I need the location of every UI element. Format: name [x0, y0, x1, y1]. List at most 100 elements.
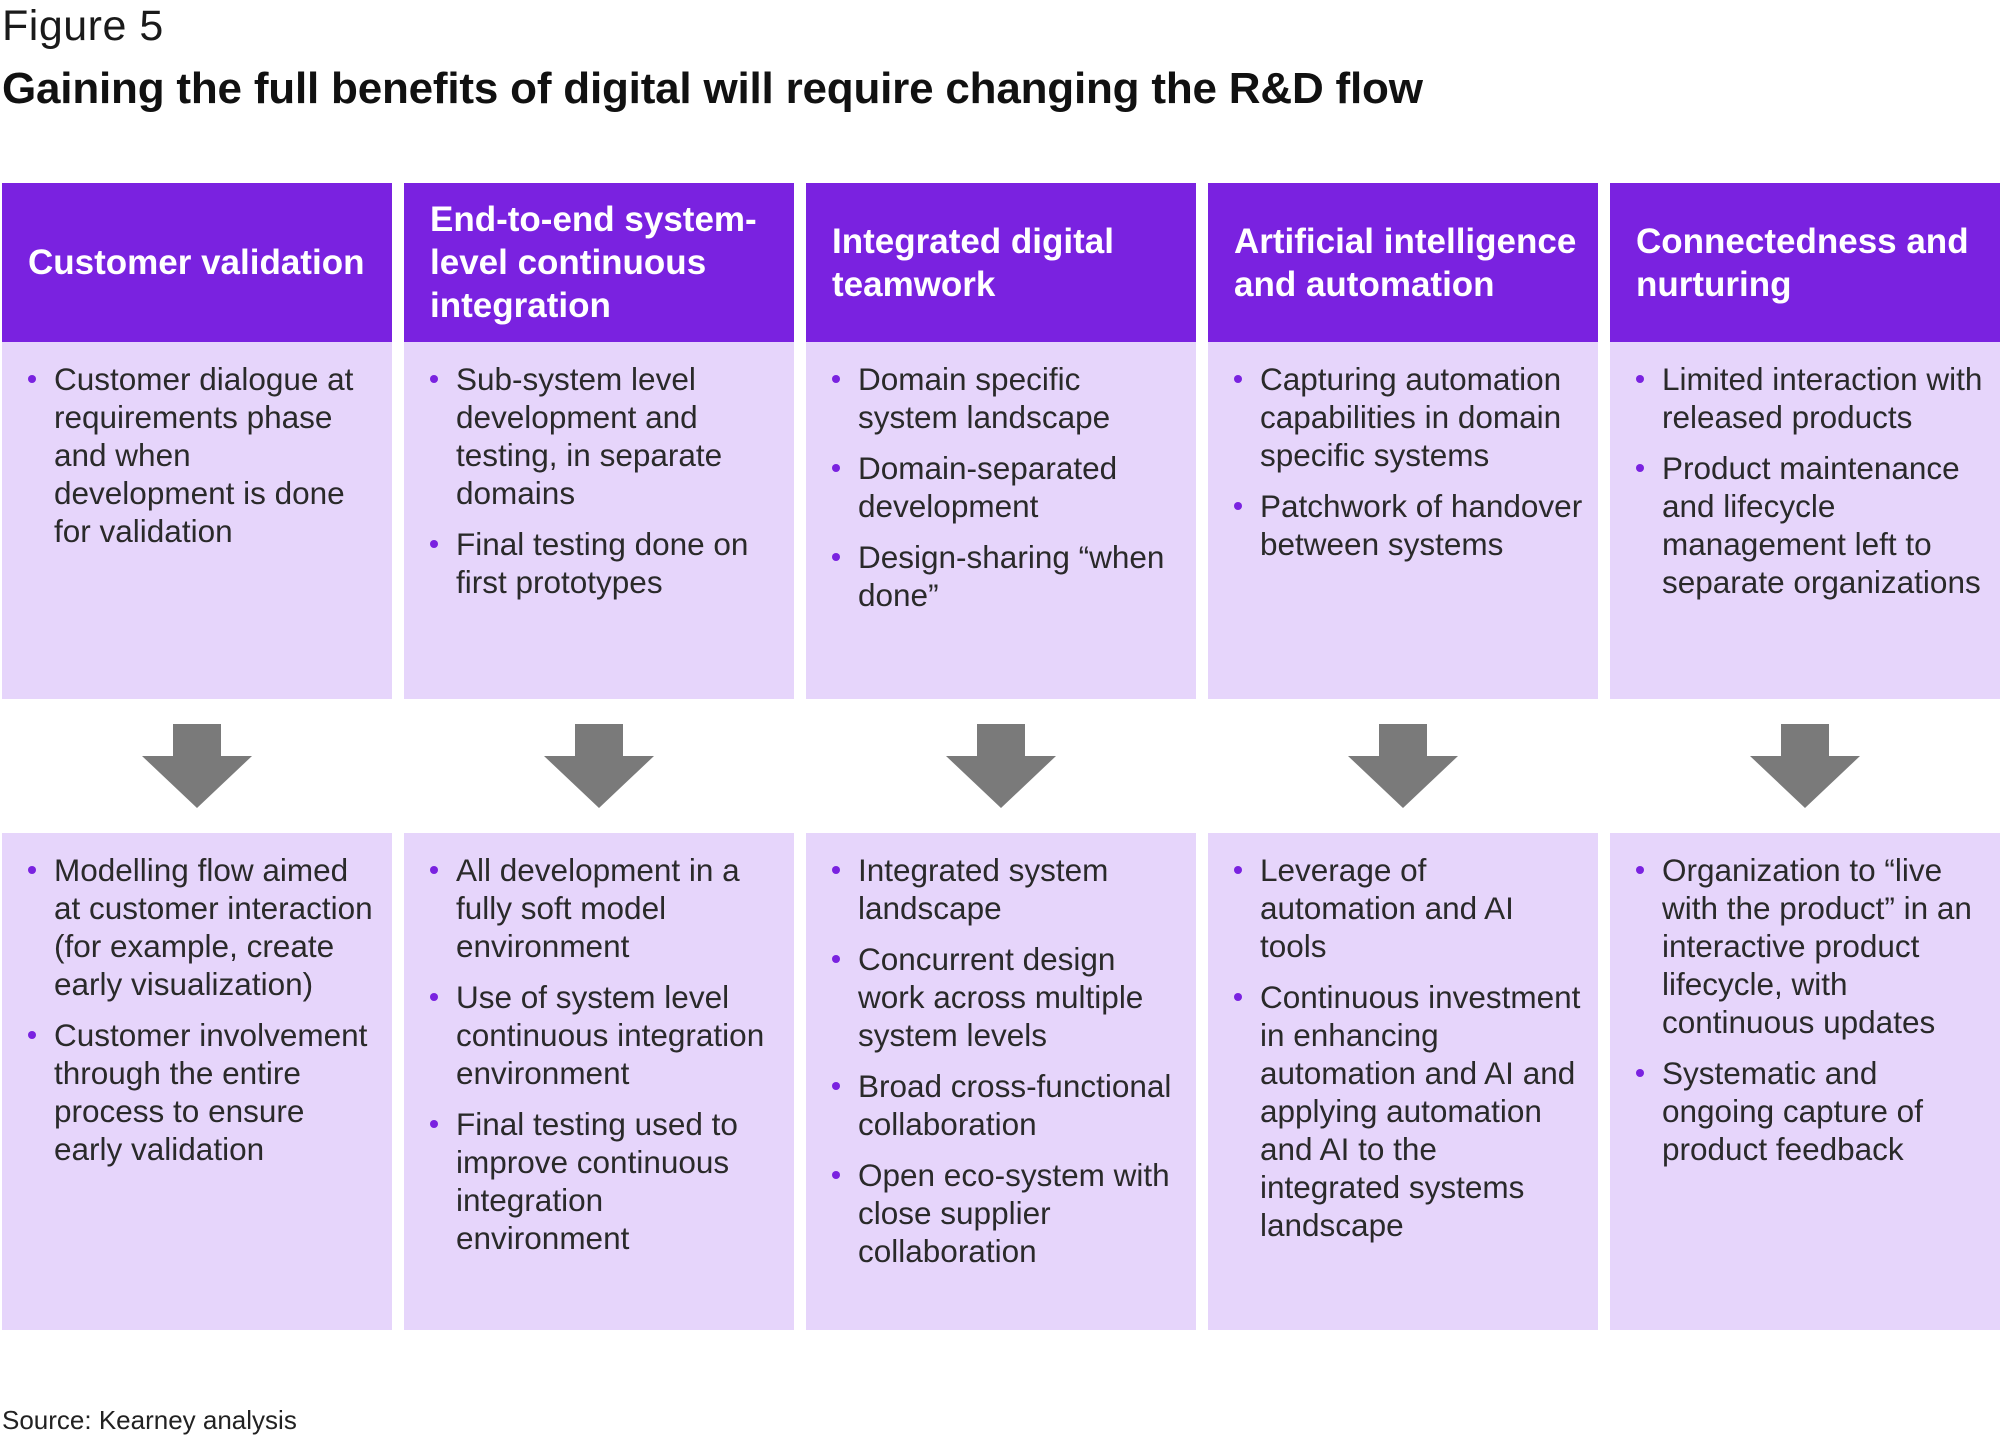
- current-state-box: Customer dialogue at requirements phase …: [2, 342, 392, 699]
- bullet-list: Organization to “live with the product” …: [1636, 851, 1986, 1168]
- bullet-dot-icon: [1234, 375, 1242, 383]
- bullet-dot-icon: [832, 553, 840, 561]
- list-item: Limited interaction with released produc…: [1636, 360, 1986, 436]
- list-item-text: Domain specific system landscape: [858, 361, 1111, 435]
- list-item: Open eco-system with close supplier coll…: [832, 1156, 1182, 1270]
- future-state-box: Integrated system landscape Concurrent de…: [806, 833, 1196, 1330]
- column-header: End-to-end system-level continuous integ…: [404, 183, 794, 342]
- list-item-text: Use of system level continuous integrati…: [456, 979, 765, 1091]
- bullet-dot-icon: [1234, 866, 1242, 874]
- column-header: Customer validation: [2, 183, 392, 342]
- future-state-box: Organization to “live with the product” …: [1610, 833, 2000, 1330]
- bullet-dot-icon: [1636, 464, 1644, 472]
- list-item: Modelling flow aimed at customer interac…: [28, 851, 378, 1003]
- list-item-text: Continuous investment in enhancing autom…: [1260, 979, 1581, 1243]
- column-header-label: Artificial intelligence and automation: [1234, 221, 1577, 304]
- list-item-text: Broad cross-functional collaboration: [858, 1068, 1172, 1142]
- list-item: Continuous investment in enhancing autom…: [1234, 978, 1584, 1244]
- list-item: Customer dialogue at requirements phase …: [28, 360, 378, 550]
- bullet-list: Integrated system landscape Concurrent de…: [832, 851, 1182, 1270]
- list-item: Organization to “live with the product” …: [1636, 851, 1986, 1041]
- column-header-label: Integrated digital teamwork: [832, 221, 1114, 304]
- list-item: Sub-system level development and testing…: [430, 360, 780, 512]
- column-header-label: Connectedness and nurturing: [1636, 221, 1969, 304]
- bullet-dot-icon: [1234, 993, 1242, 1001]
- column-header-label: End-to-end system-level continuous integ…: [430, 200, 757, 325]
- bullet-dot-icon: [28, 375, 36, 383]
- list-item: Leverage of automation and AI tools: [1234, 851, 1584, 965]
- list-item-text: Concurrent design work across multiple s…: [858, 941, 1144, 1053]
- bullet-dot-icon: [832, 375, 840, 383]
- bullet-dot-icon: [28, 1031, 36, 1039]
- bullet-dot-icon: [1636, 375, 1644, 383]
- bullet-list: Sub-system level development and testing…: [430, 360, 780, 601]
- list-item-text: Design-sharing “when done”: [858, 539, 1165, 613]
- list-item: Product maintenance and lifecycle manage…: [1636, 449, 1986, 601]
- bullet-dot-icon: [1636, 866, 1644, 874]
- list-item-text: Capturing automation capabilities in dom…: [1260, 361, 1562, 473]
- list-item-text: Integrated system landscape: [858, 852, 1109, 926]
- list-item: Final testing used to improve continuous…: [430, 1105, 780, 1257]
- current-state-box: Limited interaction with released produc…: [1610, 342, 2000, 699]
- down-arrow-icon: [1750, 724, 1860, 808]
- list-item: Integrated system landscape: [832, 851, 1182, 927]
- column-header: Artificial intelligence and automation: [1208, 183, 1598, 342]
- bullet-dot-icon: [28, 866, 36, 874]
- list-item-text: Final testing done on first prototypes: [456, 526, 749, 600]
- future-state-box: All development in a fully soft model en…: [404, 833, 794, 1330]
- list-item: Use of system level continuous integrati…: [430, 978, 780, 1092]
- bullet-dot-icon: [832, 866, 840, 874]
- bullet-list: Capturing automation capabilities in dom…: [1234, 360, 1584, 563]
- bullet-dot-icon: [832, 955, 840, 963]
- bullet-dot-icon: [1234, 502, 1242, 510]
- bullet-dot-icon: [430, 1120, 438, 1128]
- list-item-text: Customer dialogue at requirements phase …: [54, 361, 354, 549]
- list-item-text: Sub-system level development and testing…: [456, 361, 723, 511]
- bullet-list: Leverage of automation and AI tools Conti…: [1234, 851, 1584, 1244]
- column-header: Connectedness and nurturing: [1610, 183, 2000, 342]
- list-item: Broad cross-functional collaboration: [832, 1067, 1182, 1143]
- bullet-list: Domain specific system landscape Domain-s…: [832, 360, 1182, 614]
- list-item-text: Limited interaction with released produc…: [1662, 361, 1983, 435]
- bullet-list: Modelling flow aimed at customer interac…: [28, 851, 378, 1168]
- list-item: All development in a fully soft model en…: [430, 851, 780, 965]
- bullet-dot-icon: [832, 464, 840, 472]
- list-item: Concurrent design work across multiple s…: [832, 940, 1182, 1054]
- down-arrow-icon: [142, 724, 252, 808]
- bullet-list: Limited interaction with released produc…: [1636, 360, 1986, 601]
- bullet-dot-icon: [430, 866, 438, 874]
- list-item-text: Systematic and ongoing capture of produc…: [1662, 1055, 1923, 1167]
- list-item: Design-sharing “when done”: [832, 538, 1182, 614]
- bullet-dot-icon: [832, 1082, 840, 1090]
- bullet-dot-icon: [430, 375, 438, 383]
- list-item-text: All development in a fully soft model en…: [456, 852, 740, 964]
- column-header-label: Customer validation: [28, 243, 365, 282]
- list-item-text: Final testing used to improve continuous…: [456, 1106, 738, 1256]
- list-item-text: Domain-separated development: [858, 450, 1118, 524]
- bullet-dot-icon: [430, 540, 438, 548]
- list-item: Systematic and ongoing capture of produc…: [1636, 1054, 1986, 1168]
- current-state-box: Capturing automation capabilities in dom…: [1208, 342, 1598, 699]
- list-item: Patchwork of handover between systems: [1234, 487, 1584, 563]
- down-arrow-icon: [946, 724, 1056, 808]
- bullet-dot-icon: [832, 1171, 840, 1179]
- list-item: Domain specific system landscape: [832, 360, 1182, 436]
- column-header: Integrated digital teamwork: [806, 183, 1196, 342]
- list-item-text: Product maintenance and lifecycle manage…: [1662, 450, 1981, 600]
- list-item-text: Open eco-system with close supplier coll…: [858, 1157, 1170, 1269]
- bullet-list: Customer dialogue at requirements phase …: [28, 360, 378, 550]
- list-item-text: Modelling flow aimed at customer interac…: [54, 852, 373, 1002]
- future-state-box: Modelling flow aimed at customer interac…: [2, 833, 392, 1330]
- bullet-list: All development in a fully soft model en…: [430, 851, 780, 1257]
- list-item-text: Customer involvement through the entire …: [54, 1017, 368, 1167]
- list-item: Final testing done on first prototypes: [430, 525, 780, 601]
- figure-label: Figure 5: [2, 2, 164, 50]
- down-arrow-icon: [544, 724, 654, 808]
- current-state-box: Sub-system level development and testing…: [404, 342, 794, 699]
- figure-title: Gaining the full benefits of digital wil…: [2, 64, 1423, 113]
- list-item-text: Organization to “live with the product” …: [1662, 852, 1972, 1040]
- future-state-box: Leverage of automation and AI tools Conti…: [1208, 833, 1598, 1330]
- source-note: Source: Kearney analysis: [2, 1405, 297, 1435]
- down-arrow-icon: [1348, 724, 1458, 808]
- bullet-dot-icon: [430, 993, 438, 1001]
